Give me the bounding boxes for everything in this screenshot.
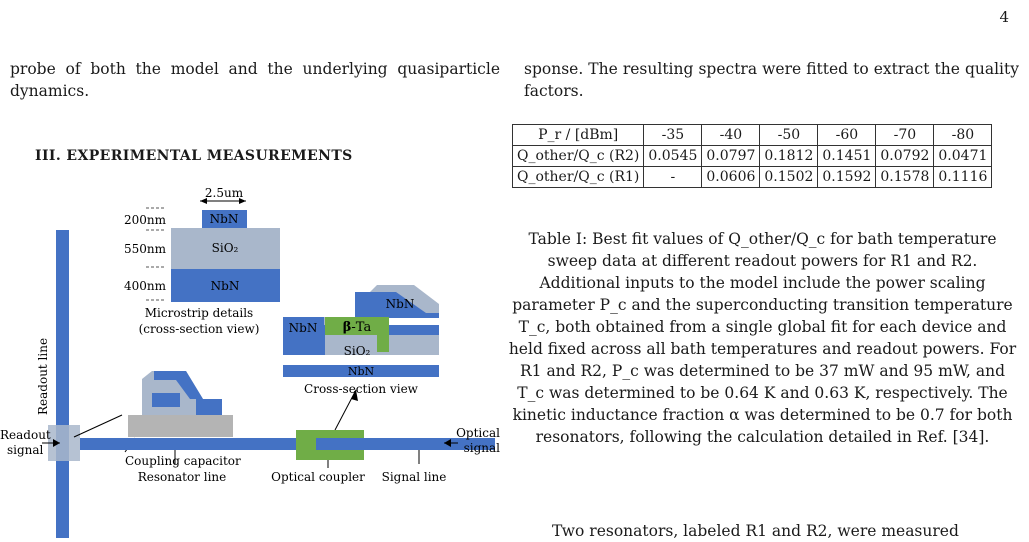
device-diagram: Readout line 2.5um NbN SiO₂ NbN 200nm 55… (0, 186, 500, 538)
table-header-cell: P_r / [dBm] (511, 124, 645, 146)
readout-signal-label-1: Readout (0, 428, 51, 442)
table-cell: 0.0545 (643, 145, 703, 167)
thickness-mid: 550nm (124, 242, 167, 256)
table-cell: 0.1116 (933, 166, 993, 188)
microstrip-sio2: SiO₂ (212, 241, 239, 255)
table-cell-label: Q_other/Q_c (R1) (511, 166, 645, 188)
thickness-bottom: 400nm (124, 279, 167, 293)
table-header-cell: -80 (933, 124, 993, 146)
optical-signal-label-2: signal (464, 441, 500, 455)
table-cell: 0.1451 (817, 145, 877, 167)
microstrip-caption-1: Microstrip details (145, 306, 253, 320)
table-row: Q_other/Q_c (R2) 0.0545 0.0797 0.1812 0.… (511, 145, 993, 167)
cs-nbn-bottom: NbN (348, 365, 375, 378)
table-header-cell: -40 (701, 124, 761, 146)
section-heading: III. EXPERIMENTAL MEASUREMENTS (35, 148, 353, 164)
table-cell: 0.1812 (759, 145, 819, 167)
table-header-cell: -70 (875, 124, 935, 146)
left-paragraph: probe of both the model and the underlyi… (10, 60, 500, 100)
results-table: P_r / [dBm] -35 -40 -50 -60 -70 -80 Q_ot… (511, 124, 993, 188)
right-paragraph: sponse. The resulting spectra were fitte… (524, 60, 1019, 100)
resonator-strip (80, 438, 495, 450)
table-row: Q_other/Q_c (R1) - 0.0606 0.1502 0.1592 … (511, 166, 993, 188)
table-cell: 0.0792 (875, 145, 935, 167)
table-cell-label: Q_other/Q_c (R2) (511, 145, 645, 167)
page-number: 4 (999, 8, 1009, 26)
table-header-cell: -60 (817, 124, 877, 146)
table-cell: 0.1578 (875, 166, 935, 188)
table-header-cell: -35 (643, 124, 703, 146)
optical-signal-label-1: Optical (456, 426, 500, 440)
table-header-row: P_r / [dBm] -35 -40 -50 -60 -70 -80 (511, 124, 993, 146)
cross-section-drawing: NbN NbN β-Ta SiO₂ NbN Cross-section view (283, 285, 439, 431)
table-cell: 0.0606 (701, 166, 761, 188)
readout-line-strip (56, 230, 69, 538)
table-cell: 0.1502 (759, 166, 819, 188)
table-cell: 0.1592 (817, 166, 877, 188)
dim-width-label: 2.5um (205, 186, 244, 200)
microstrip-nbn-bottom: NbN (211, 279, 240, 293)
coupling-capacitor-drawing: Coupling capacitor (124, 371, 241, 468)
table-header-cell: -50 (759, 124, 819, 146)
cs-nbn-left: NbN (289, 321, 318, 335)
signal-line-label: Signal line (382, 470, 447, 484)
table-cell: 0.0797 (701, 145, 761, 167)
microstrip-stack: 2.5um NbN SiO₂ NbN 200nm 550nm 400nm Mic… (124, 186, 280, 336)
microstrip-caption-2: (cross-section view) (139, 322, 260, 336)
table-caption: Table I: Best fit values of Q_other/Q_c … (508, 230, 1017, 446)
device-figure: Readout line 2.5um NbN SiO₂ NbN 200nm 55… (0, 175, 500, 538)
readout-signal-label-2: signal (7, 443, 44, 457)
table-cell: 0.0471 (933, 145, 993, 167)
table-cell: - (643, 166, 703, 188)
microstrip-nbn-top: NbN (210, 212, 239, 226)
thickness-top: 200nm (124, 213, 167, 227)
cross-section-view-label: Cross-section view (304, 382, 419, 396)
readout-line-label: Readout line (36, 338, 50, 415)
bottom-paragraph: Two resonators, labeled R1 and R2, were … (552, 522, 959, 540)
coupling-capacitor-label: Coupling capacitor (125, 454, 241, 468)
cs-nbn-top: NbN (386, 297, 415, 311)
cs-beta-ta: β-Ta (343, 320, 372, 335)
optical-coupler-label: Optical coupler (271, 470, 365, 484)
resonator-line-label: Resonator line (138, 470, 227, 484)
cs-sio2: SiO₂ (344, 344, 371, 358)
